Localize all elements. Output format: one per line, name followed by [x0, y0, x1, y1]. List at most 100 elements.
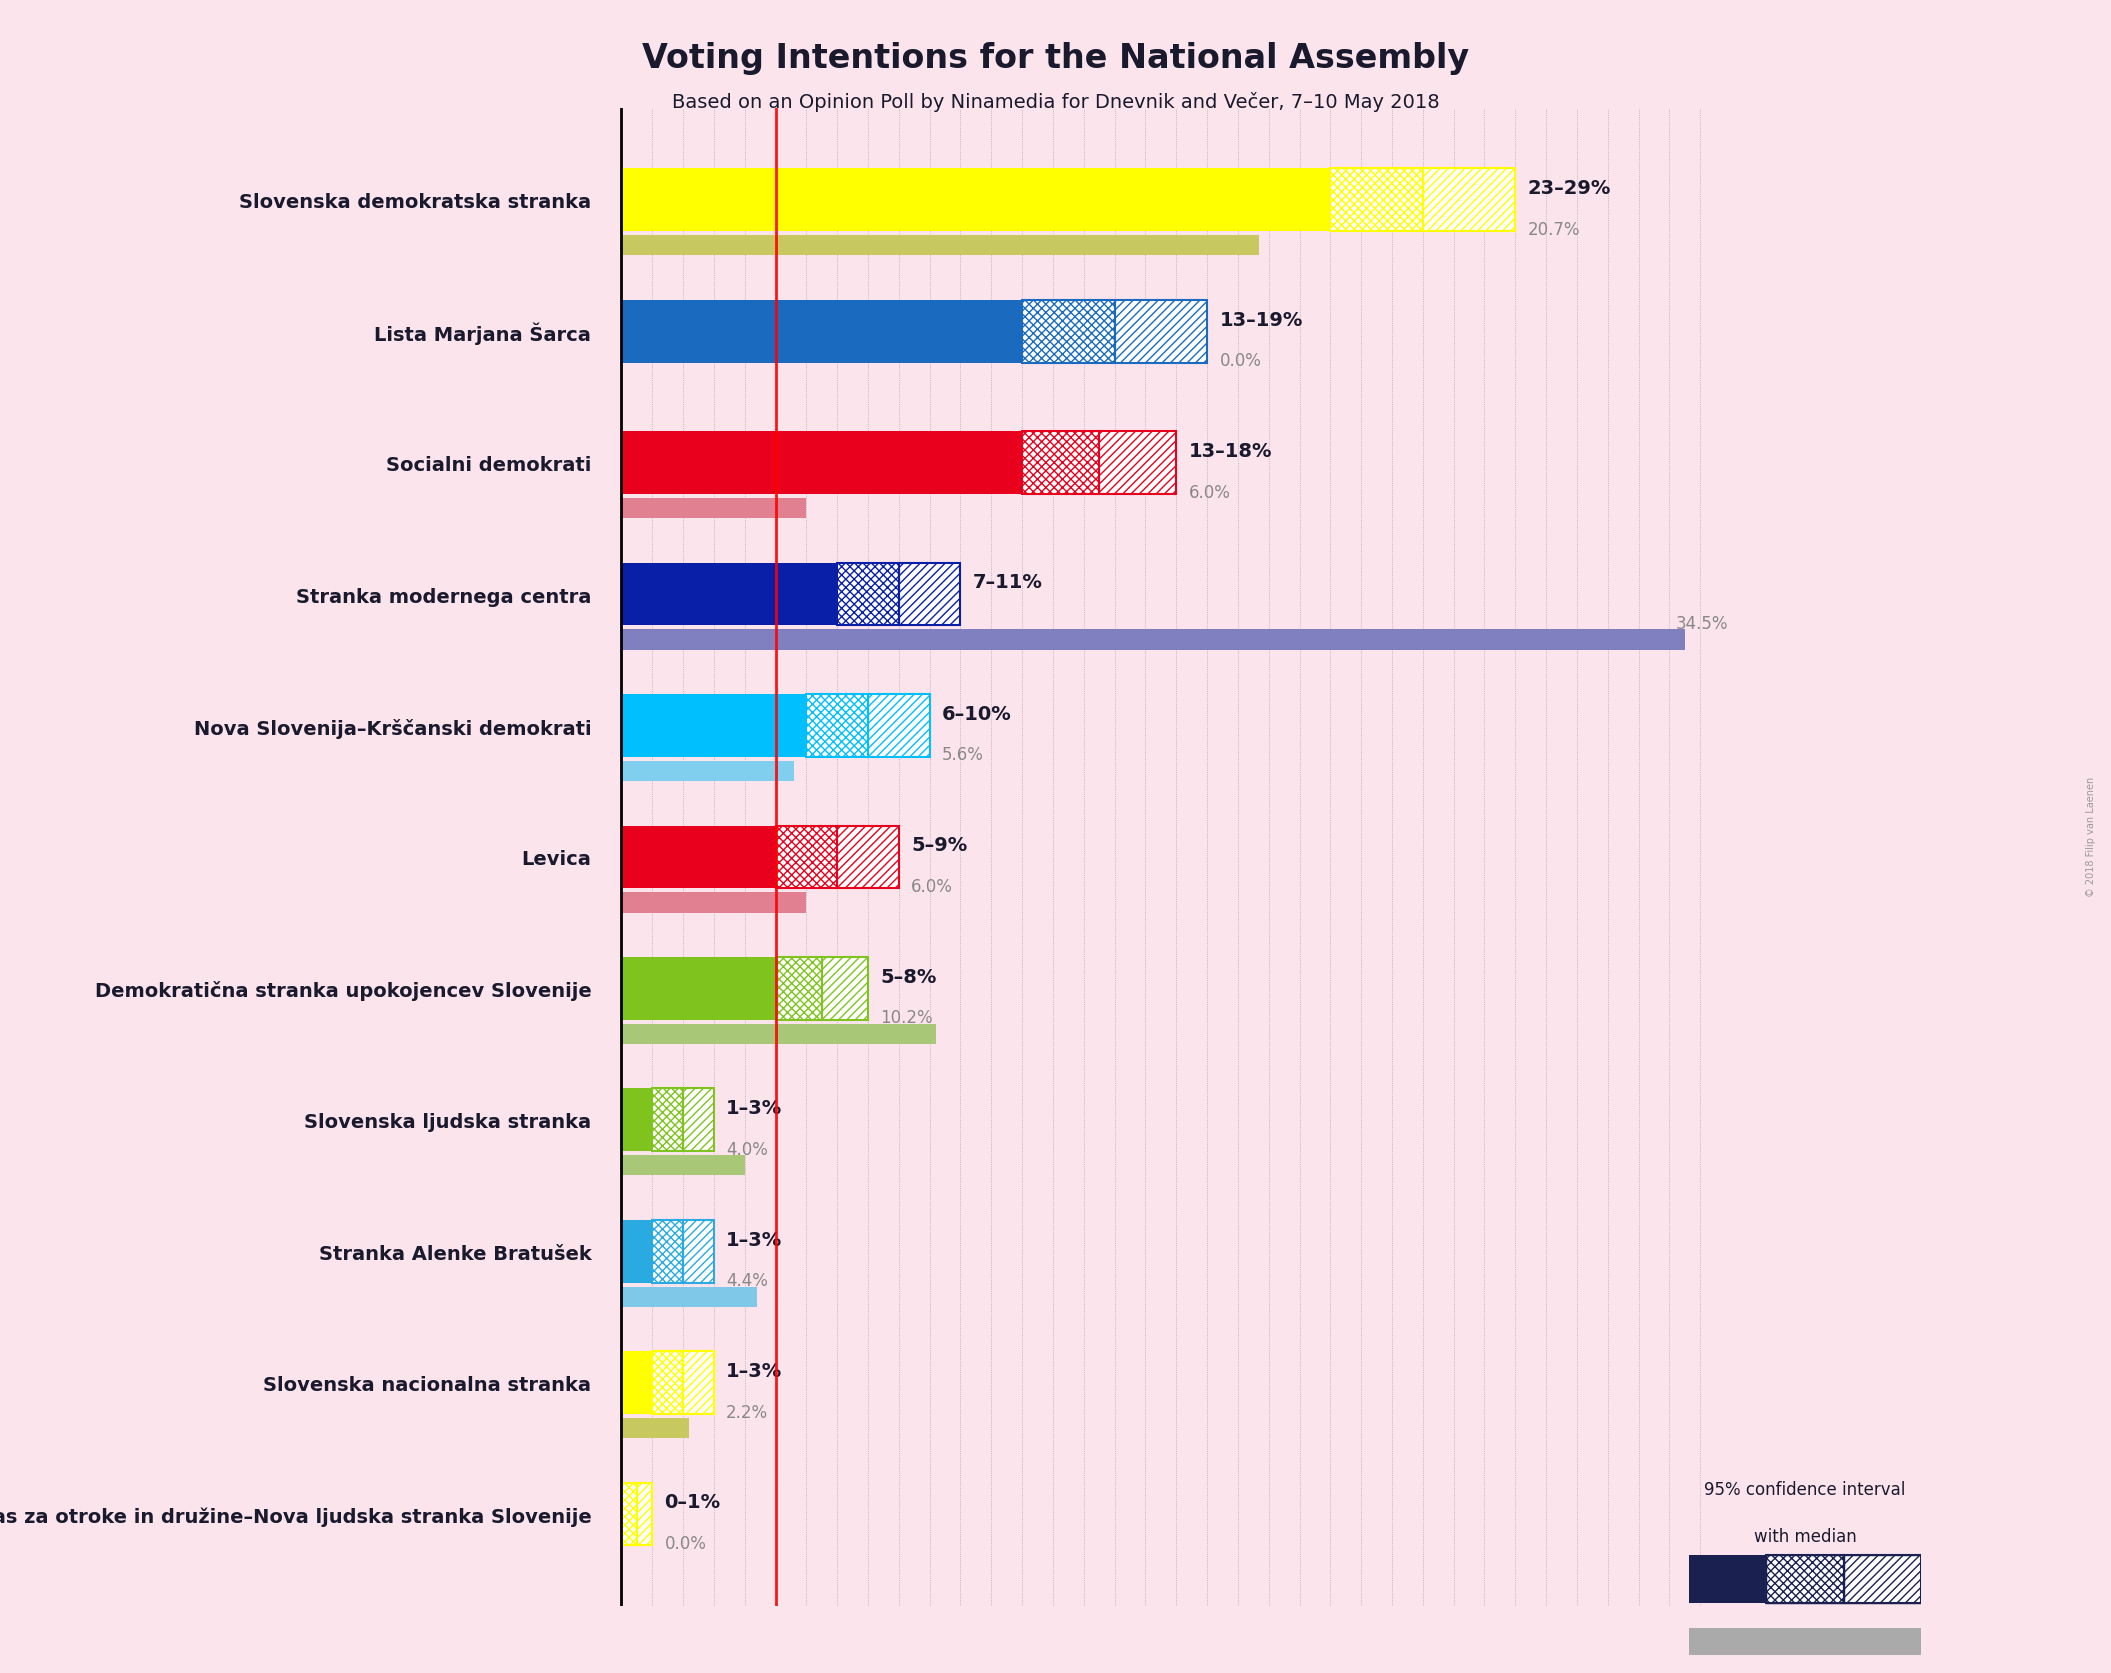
Text: 2.2%: 2.2%	[726, 1402, 768, 1420]
Bar	[652, 1352, 684, 1414]
Text: 0–1%: 0–1%	[665, 1492, 720, 1511]
Bar	[621, 826, 775, 888]
Bar	[838, 564, 899, 626]
Bar	[1843, 1556, 1921, 1603]
Bar	[899, 564, 961, 626]
Text: 7–11%: 7–11%	[973, 574, 1043, 592]
Bar	[638, 1482, 652, 1546]
Bar	[1100, 432, 1176, 495]
Text: 0.0%: 0.0%	[665, 1534, 707, 1553]
Bar	[621, 1024, 935, 1044]
Bar	[821, 957, 868, 1021]
Text: 5–9%: 5–9%	[912, 836, 967, 855]
Text: 4.4%: 4.4%	[726, 1271, 768, 1290]
Text: 5–8%: 5–8%	[880, 967, 937, 985]
Bar	[684, 1352, 714, 1414]
Text: 6.0%: 6.0%	[1188, 483, 1231, 502]
Text: 5.6%: 5.6%	[942, 746, 984, 765]
Text: 95% confidence interval: 95% confidence interval	[1704, 1481, 1906, 1499]
Bar	[806, 694, 868, 758]
Bar	[684, 1352, 714, 1414]
Bar	[1423, 169, 1516, 233]
Text: 1–3%: 1–3%	[726, 1099, 783, 1118]
Text: with median: with median	[1754, 1527, 1856, 1546]
Text: 13–18%: 13–18%	[1188, 442, 1273, 460]
Bar	[621, 1352, 652, 1414]
Bar	[838, 826, 899, 888]
Bar	[775, 826, 838, 888]
Bar	[1115, 301, 1207, 363]
Bar	[621, 1156, 745, 1176]
Bar	[838, 564, 899, 626]
Bar	[621, 1089, 652, 1151]
Bar	[652, 1220, 684, 1283]
Bar	[1100, 432, 1176, 495]
Bar	[1843, 1556, 1921, 1603]
Bar	[868, 694, 929, 758]
Bar	[775, 826, 838, 888]
Bar	[1843, 1556, 1921, 1603]
Bar	[652, 1089, 684, 1151]
Bar	[621, 893, 806, 913]
Text: 6–10%: 6–10%	[942, 704, 1011, 723]
Bar	[1330, 169, 1423, 233]
Bar	[1022, 301, 1115, 363]
Bar	[652, 1220, 684, 1283]
Bar	[1330, 169, 1423, 233]
Text: 4.0%: 4.0%	[726, 1139, 768, 1158]
Bar	[1767, 1556, 1843, 1603]
Bar	[868, 694, 929, 758]
Bar	[684, 1220, 714, 1283]
Bar	[1423, 169, 1516, 233]
Bar	[652, 1220, 684, 1283]
Text: 13–19%: 13–19%	[1220, 311, 1302, 330]
Bar	[684, 1089, 714, 1151]
Bar	[684, 1220, 714, 1283]
Text: Voting Intentions for the National Assembly: Voting Intentions for the National Assem…	[642, 42, 1469, 75]
Bar	[1330, 169, 1423, 233]
Bar	[621, 1287, 758, 1307]
Bar	[899, 564, 961, 626]
Bar	[775, 957, 821, 1021]
Bar	[621, 694, 806, 758]
Bar	[1022, 301, 1115, 363]
Bar	[1689, 1556, 1767, 1603]
Bar	[621, 169, 1330, 233]
Bar	[621, 564, 838, 626]
Bar	[621, 1220, 652, 1283]
Bar	[652, 1352, 684, 1414]
Bar	[621, 236, 1260, 256]
Bar	[684, 1089, 714, 1151]
Bar	[1022, 432, 1100, 495]
Bar	[1423, 169, 1516, 233]
Bar	[1767, 1556, 1843, 1603]
Text: 34.5%: 34.5%	[1676, 614, 1729, 632]
Bar	[621, 1482, 638, 1546]
Bar	[775, 826, 838, 888]
Bar	[821, 957, 868, 1021]
Bar	[638, 1482, 652, 1546]
Bar	[806, 694, 868, 758]
Bar	[621, 1419, 690, 1439]
Bar	[684, 1220, 714, 1283]
Bar	[621, 499, 806, 519]
Bar	[621, 1482, 638, 1546]
Bar	[1022, 432, 1100, 495]
Text: 23–29%: 23–29%	[1528, 179, 1611, 197]
Text: 1–3%: 1–3%	[726, 1362, 783, 1380]
Bar	[775, 957, 821, 1021]
Bar	[838, 826, 899, 888]
Bar	[621, 301, 1022, 363]
Bar	[1100, 432, 1176, 495]
Bar	[1115, 301, 1207, 363]
Bar	[1767, 1556, 1843, 1603]
Bar	[652, 1089, 684, 1151]
Bar	[621, 631, 1685, 651]
Bar	[775, 957, 821, 1021]
Text: 0.0%: 0.0%	[1220, 351, 1260, 370]
Bar	[684, 1352, 714, 1414]
Bar	[821, 957, 868, 1021]
Bar	[621, 957, 775, 1021]
Bar	[806, 694, 868, 758]
Text: © 2018 Filip van Laenen: © 2018 Filip van Laenen	[2086, 776, 2096, 897]
